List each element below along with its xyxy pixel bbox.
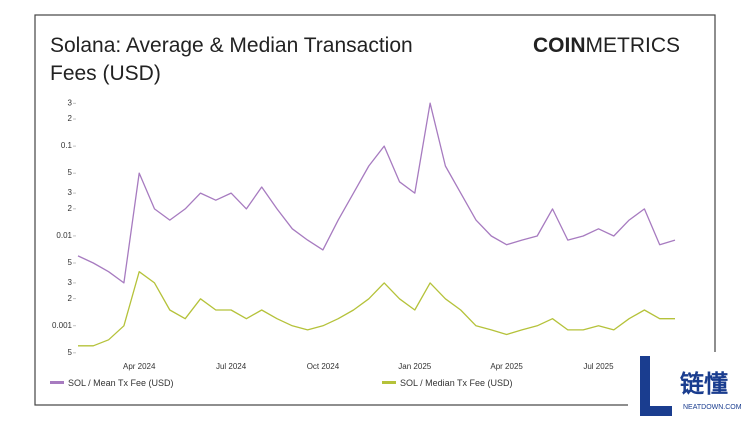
watermark-text: 链懂	[680, 370, 728, 398]
y-tick-label: 2	[68, 294, 73, 303]
x-tick-label: Oct 2024	[307, 362, 340, 371]
series-line	[77, 102, 676, 284]
y-tick-label: 2	[68, 114, 73, 123]
series-line	[78, 271, 675, 347]
y-tick-label: 5	[68, 348, 73, 357]
logo: COINMETRICS	[533, 34, 680, 57]
x-tick-label: Apr 2024	[123, 362, 156, 371]
x-tick-label: Jan 2025	[398, 362, 431, 371]
y-tick-label: 0.01	[56, 231, 72, 240]
y-tick-label: 2	[68, 204, 73, 213]
legend-swatch	[382, 381, 396, 384]
x-tick-label: Apr 2025	[490, 362, 523, 371]
y-tick-label: 5	[68, 168, 73, 177]
chart-title: Solana: Average & Median Transaction	[50, 34, 413, 57]
y-tick-label: 3	[68, 188, 73, 197]
y-tick-label: 0.001	[52, 321, 73, 330]
legend-label: SOL / Median Tx Fee (USD)	[400, 378, 513, 388]
y-tick-label: 3	[68, 278, 73, 287]
chart-title: Fees (USD)	[50, 62, 161, 85]
legend-swatch	[50, 381, 64, 384]
legend: SOL / Mean Tx Fee (USD) SOL / Median Tx F…	[50, 378, 513, 388]
y-tick-label: 5	[68, 258, 73, 267]
logo-light: METRICS	[586, 34, 681, 57]
watermark-site: NEATDOWN.COM	[683, 404, 742, 411]
card	[34, 14, 716, 406]
plot-area: 5 0.001 2 3 5 0.01 2 3 5 0.1 2 3 Apr 2024 Jul 2024 Oct…	[52, 98, 676, 371]
x-tick-label: Jul 2025	[583, 362, 614, 371]
y-tick-label: 3	[68, 98, 73, 107]
logo-bold: COIN	[533, 34, 586, 57]
y-tick-label: 0.1	[61, 141, 73, 150]
x-tick-label: Jul 2024	[216, 362, 247, 371]
legend-label: SOL / Mean Tx Fee (USD)	[68, 378, 174, 388]
watermark-logo	[640, 356, 672, 416]
